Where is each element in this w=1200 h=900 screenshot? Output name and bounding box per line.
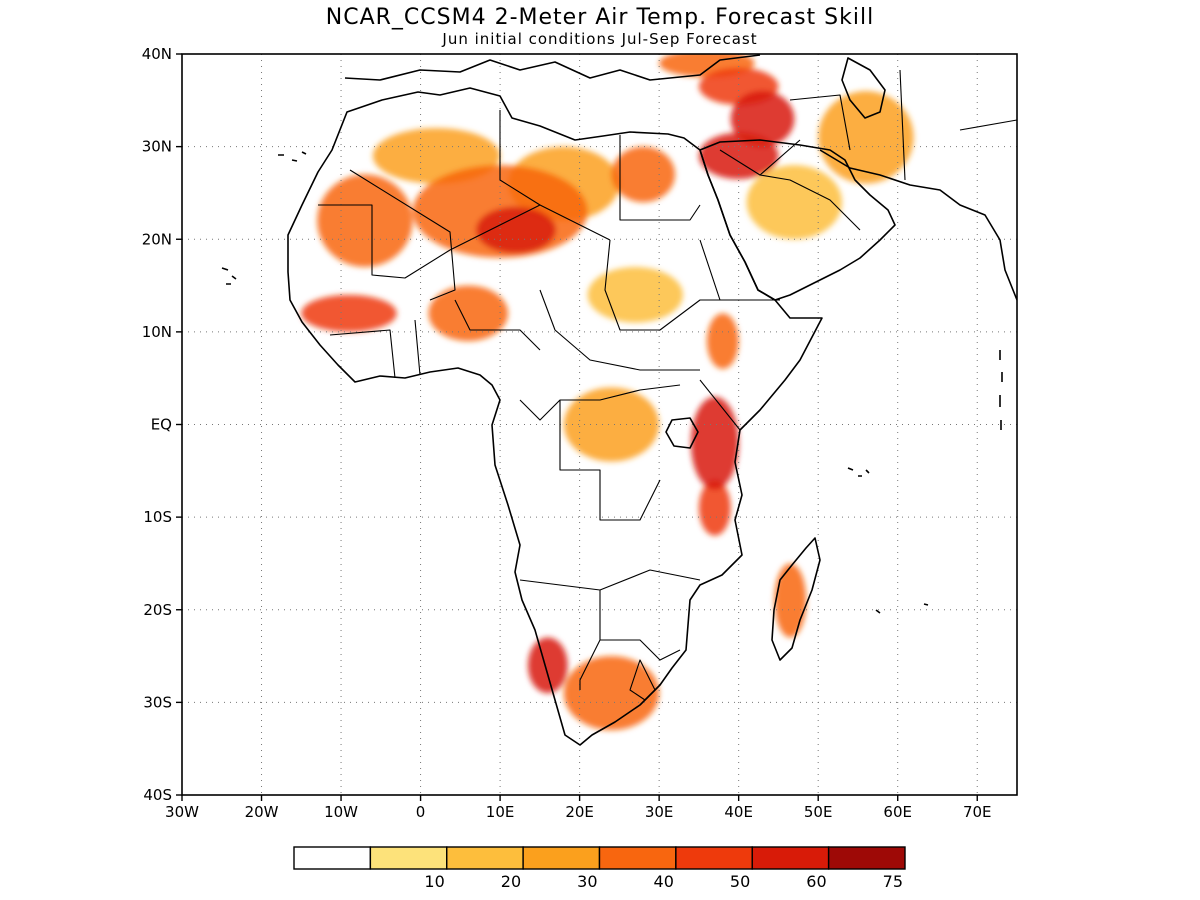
africa-coastline [287, 87, 823, 746]
colorbar-label: 60 [806, 872, 826, 891]
maldives-islands [999, 350, 1003, 430]
map-subtitle: Jun initial conditions Jul-Sep Forecast [441, 30, 757, 48]
skill-region [706, 313, 739, 369]
y-tick-label: 20N [142, 230, 172, 248]
arabia-coastline [699, 139, 896, 301]
seychelles-islands [847, 467, 870, 477]
x-tick-label: 70E [963, 803, 992, 821]
coastlines [221, 54, 1017, 746]
colorbar-label: 40 [654, 872, 674, 891]
x-tick-label: 0 [416, 803, 426, 821]
x-tick-label: 50E [804, 803, 833, 821]
y-tick-label: 40S [143, 786, 172, 804]
colorbar-label: 30 [577, 872, 597, 891]
skill-region [587, 267, 683, 323]
cape-verde-islands [221, 267, 237, 285]
skill-region [698, 480, 731, 536]
colorbar-swatch [827, 846, 906, 870]
colorbar-swatch [522, 846, 601, 870]
colorbar-label: 10 [424, 872, 444, 891]
x-tick-label: 20W [245, 803, 279, 821]
skill-region [690, 396, 739, 490]
x-tick-label: 20E [565, 803, 594, 821]
skill-region [611, 146, 676, 203]
x-tick-label: 60E [883, 803, 912, 821]
asia-coastline [819, 149, 1017, 301]
skill-region [317, 174, 413, 268]
mauritius-island [875, 603, 929, 614]
colorbar-label: 75 [883, 872, 903, 891]
x-tick-label: 30E [645, 803, 674, 821]
colorbar-swatch [293, 846, 372, 870]
colorbar-swatch [369, 846, 448, 870]
y-tick-label: EQ [151, 416, 172, 434]
y-axis: 40N 30N 20N 10N EQ 10S 20S 30S 40S [142, 45, 182, 804]
skill-region [476, 206, 556, 254]
skill-region [428, 285, 509, 342]
y-tick-label: 10N [142, 323, 172, 341]
y-tick-label: 40N [142, 45, 172, 63]
skill-region [563, 387, 660, 462]
skill-region [301, 294, 397, 332]
y-tick-label: 30S [143, 693, 172, 711]
colorbar-swatch [598, 846, 677, 870]
madagascar-coastline [771, 537, 821, 661]
x-tick-label: 10E [486, 803, 515, 821]
y-tick-label: 10S [143, 508, 172, 526]
colorbar-swatch [446, 846, 524, 870]
skill-region [563, 656, 660, 731]
colorbar: 10 20 30 40 50 60 75 [293, 846, 906, 891]
lake-victoria [665, 417, 699, 449]
y-tick-label: 30N [142, 138, 172, 156]
x-axis: 30W 20W 10W 0 10E 20E 30E 40E 50E 60E 70E [165, 795, 992, 821]
colorbar-label: 20 [501, 872, 521, 891]
mediterranean-coastline [344, 54, 761, 81]
map-title: NCAR_CCSM4 2-Meter Air Temp. Forecast Sk… [326, 5, 874, 30]
skill-region [818, 91, 914, 184]
canary-islands [278, 151, 307, 162]
colorbar-swatch [751, 846, 830, 870]
caspian-coastline [841, 57, 886, 119]
colorbar-swatch [675, 846, 753, 870]
skill-region [730, 91, 795, 147]
skill-region [746, 165, 843, 240]
x-tick-label: 30W [165, 803, 199, 821]
skill-region [527, 637, 568, 694]
country-borders [318, 69, 1017, 701]
colorbar-label: 50 [730, 872, 750, 891]
skill-region [774, 563, 807, 638]
x-tick-label: 40E [724, 803, 753, 821]
y-tick-label: 20S [143, 601, 172, 619]
x-tick-label: 10W [324, 803, 358, 821]
